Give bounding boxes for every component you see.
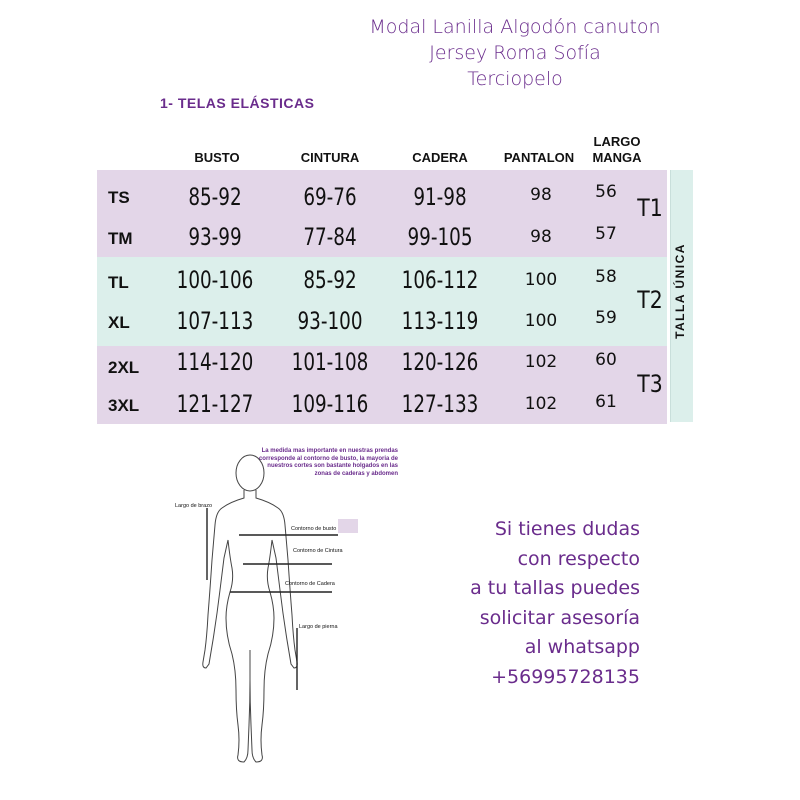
- label-largo-pierna: Largo de pierna: [299, 624, 338, 630]
- group-t2: T2: [637, 286, 663, 314]
- cell-pantalon: 102: [524, 352, 558, 372]
- size-label: 3XL: [108, 396, 140, 415]
- cell-cintura: 109-116: [291, 390, 369, 418]
- cell-manga: 60: [595, 350, 617, 370]
- size-label: TL: [108, 273, 129, 292]
- cell-manga: 58: [595, 267, 617, 287]
- band-t1: [97, 170, 667, 257]
- label-contorno-cadera: Contorno de Cadera: [285, 581, 335, 587]
- cell-pantalon: 98: [530, 227, 552, 247]
- cell-cadera: 99-105: [407, 223, 473, 251]
- header-cintura: CINTURA: [300, 150, 360, 165]
- talla-unica-column: [670, 170, 693, 422]
- body-silhouette-figure: [202, 454, 338, 763]
- help-line-2: con respecto: [517, 547, 640, 570]
- cell-manga: 61: [595, 392, 617, 412]
- size-label: XL: [108, 313, 130, 332]
- cell-pantalon: 98: [530, 185, 552, 205]
- size-label: TM: [108, 229, 133, 248]
- label-largo-brazo: Largo de brazo: [175, 503, 212, 509]
- cell-manga: 59: [595, 308, 617, 328]
- cell-busto: 121-127: [176, 390, 254, 418]
- group-t1: T1: [637, 194, 663, 222]
- cell-busto: 100-106: [176, 266, 254, 294]
- size-label: TS: [108, 188, 130, 207]
- size-label: 2XL: [108, 358, 140, 377]
- cell-cintura: 101-108: [291, 348, 369, 376]
- cell-manga: 56: [595, 182, 617, 202]
- measurement-lines: [206, 508, 338, 690]
- band-t3: [97, 346, 667, 424]
- cell-pantalon: 102: [524, 394, 558, 414]
- measurement-note: La medida mas importante en nuestras pre…: [258, 448, 398, 477]
- cell-cintura: 69-76: [303, 183, 357, 211]
- help-line-3: a tu tallas puedes: [470, 577, 640, 599]
- label-contorno-busto: Contorno de busto: [291, 526, 337, 532]
- cell-cintura: 85-92: [303, 266, 357, 294]
- cell-busto: 114-120: [176, 348, 254, 376]
- cell-busto: 93-99: [188, 223, 242, 251]
- fabric-list: Modal Lanilla Algodón canuton Jersey Rom…: [330, 14, 700, 92]
- cell-manga: 57: [595, 224, 617, 244]
- cell-cadera: 120-126: [401, 348, 479, 376]
- header-manga: MANGA: [592, 150, 642, 165]
- cell-cadera: 91-98: [413, 183, 467, 211]
- cell-cintura: 93-100: [297, 307, 363, 335]
- whatsapp-help-text: Si tienes dudas con respecto a tu tallas…: [420, 515, 640, 692]
- help-line-5: al whatsapp: [524, 636, 640, 658]
- header-largo-manga: LARGO MANGA: [577, 134, 657, 166]
- header-pantalon: PANTALON: [503, 150, 575, 165]
- label-contorno-cintura: Contorno de Cintura: [293, 548, 343, 554]
- fabric-line-2: Jersey Roma Sofía: [429, 42, 601, 64]
- help-line-4: solicitar asesoría: [479, 606, 640, 629]
- fabric-line-1: Modal Lanilla Algodón canuton: [369, 16, 661, 38]
- help-line-1: Si tienes dudas: [494, 518, 640, 540]
- talla-unica-label: TALLA ÚNICA: [673, 243, 687, 339]
- cell-cadera: 113-119: [401, 307, 479, 335]
- busto-highlight-swatch: [338, 519, 358, 533]
- header-busto: BUSTO: [194, 150, 240, 165]
- header-cadera: CADERA: [412, 150, 468, 165]
- cell-cintura: 77-84: [303, 223, 357, 251]
- whatsapp-number: +56995728135: [491, 665, 640, 688]
- cell-cadera: 106-112: [401, 266, 479, 294]
- header-largo: LARGO: [593, 134, 641, 149]
- cell-busto: 85-92: [188, 183, 242, 211]
- section-title: 1- TELAS ELÁSTICAS: [160, 95, 315, 111]
- band-t2: [97, 257, 667, 346]
- fabric-line-3: Terciopelo: [467, 68, 563, 90]
- cell-pantalon: 100: [524, 270, 558, 290]
- cell-pantalon: 100: [524, 311, 558, 331]
- body-outline: [202, 454, 298, 763]
- group-t3: T3: [637, 370, 663, 398]
- cell-busto: 107-113: [176, 307, 254, 335]
- cell-cadera: 127-133: [401, 390, 479, 418]
